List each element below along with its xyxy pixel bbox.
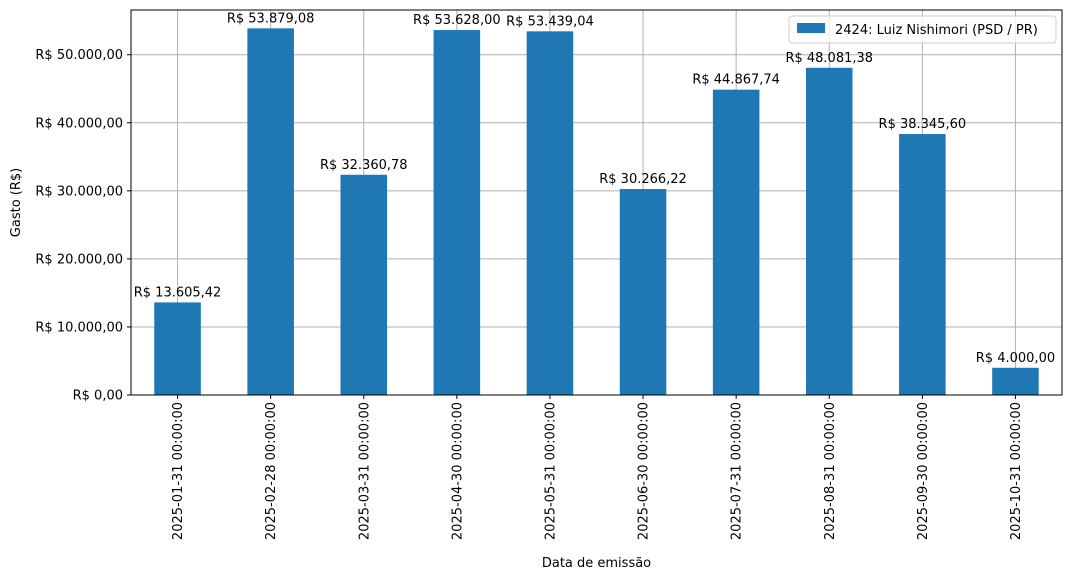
x-tick-label: 2025-09-30 00:00:00 [916,402,931,540]
x-tick-label: 2025-06-30 00:00:00 [637,402,652,540]
x-axis-title: Data de emissão [542,556,651,571]
bar [154,302,201,395]
y-tick-label: R$ 20.000,00 [35,252,123,267]
bar-data-label: R$ 32.360,78 [320,158,408,173]
legend-label: 2424: Luiz Nishimori (PSD / PR) [835,23,1038,38]
axes-frame [130,9,1063,396]
x-tick-label: 2025-07-31 00:00:00 [730,402,745,540]
bar [526,31,574,395]
bar-data-label: R$ 38.345,60 [879,117,967,132]
x-tick-label: 2025-10-31 00:00:00 [1009,402,1024,540]
y-tick-label: R$ 40.000,00 [35,116,123,131]
bar [247,28,294,396]
y-axis-title: Gasto (R$) [9,168,24,237]
bar-data-label: R$ 53.628,00 [413,13,501,28]
bar-data-label: R$ 53.879,08 [227,11,315,26]
bar-data-label: R$ 48.081,38 [785,51,873,66]
bar-data-label: R$ 53.439,04 [506,14,594,29]
bar [340,174,388,395]
x-tick-label: 2025-03-31 00:00:00 [357,402,372,540]
y-axis: R$ 0,00 R$ 10.000,00 R$ 20.000,00 R$ 30.000… [35,48,131,404]
y-tick-label: R$ 30.000,00 [35,184,123,199]
bar-data-label: R$ 30.266,22 [599,172,687,187]
legend: 2424: Luiz Nishimori (PSD / PR) [788,15,1057,44]
y-tick-label: R$ 50.000,00 [35,48,123,63]
x-axis: 2025-01-31 00:00:00 2025-02-28 00:00:00 20… [171,395,1024,540]
y-tick-label: R$ 0,00 [73,389,123,404]
bar-data-label: R$ 4.000,00 [976,351,1055,366]
bar [899,134,946,395]
legend-box [788,15,1057,44]
bar [992,367,1039,395]
x-tick-label: 2025-01-31 00:00:00 [171,402,186,540]
bar [433,30,481,396]
bar [805,67,853,395]
x-tick-label: 2025-08-31 00:00:00 [823,402,838,540]
y-tick-label: R$ 10.000,00 [35,320,123,335]
bar-data-label: R$ 44.867,74 [692,73,780,88]
x-tick-label: 2025-04-30 00:00:00 [450,402,465,540]
bars [154,28,1039,396]
bar-data-label: R$ 13.605,42 [134,285,222,300]
x-tick-label: 2025-05-31 00:00:00 [543,402,558,540]
bar [712,89,760,395]
x-tick-label: 2025-02-28 00:00:00 [264,402,279,540]
bar [619,189,667,395]
data-labels: R$ 13.605,42 R$ 53.879,08 R$ 32.360,78 R$ 5… [134,11,1055,365]
legend-swatch [797,23,825,33]
